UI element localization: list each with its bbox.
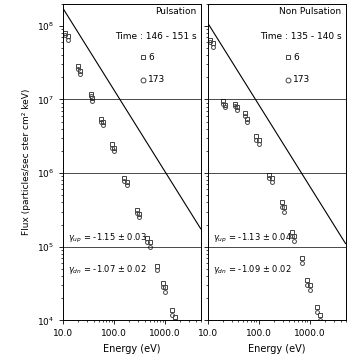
Text: 173: 173 (148, 75, 165, 84)
Text: Pulsation: Pulsation (155, 7, 196, 16)
Text: 6: 6 (293, 53, 299, 62)
X-axis label: Energy (eV): Energy (eV) (103, 344, 161, 354)
Text: Time : 146 - 151 s: Time : 146 - 151 s (115, 32, 196, 41)
Text: $\gamma_{up}$ = -1.13 $\pm$ 0.04: $\gamma_{up}$ = -1.13 $\pm$ 0.04 (213, 231, 292, 244)
Text: 173: 173 (293, 75, 310, 84)
Text: $\gamma_{dn}$ = -1.09 $\pm$ 0.02: $\gamma_{dn}$ = -1.09 $\pm$ 0.02 (213, 263, 292, 276)
Text: Time : 135 - 140 s: Time : 135 - 140 s (260, 32, 341, 41)
Text: $\gamma_{dn}$ = -1.07 $\pm$ 0.02: $\gamma_{dn}$ = -1.07 $\pm$ 0.02 (68, 263, 147, 276)
Text: $\gamma_{up}$ = -1.15 $\pm$ 0.03: $\gamma_{up}$ = -1.15 $\pm$ 0.03 (68, 231, 147, 244)
X-axis label: Energy (eV): Energy (eV) (248, 344, 305, 354)
Text: 6: 6 (148, 53, 154, 62)
Y-axis label: Flux (particles/sec ster cm² keV): Flux (particles/sec ster cm² keV) (22, 89, 31, 235)
Text: Non Pulsation: Non Pulsation (279, 7, 341, 16)
